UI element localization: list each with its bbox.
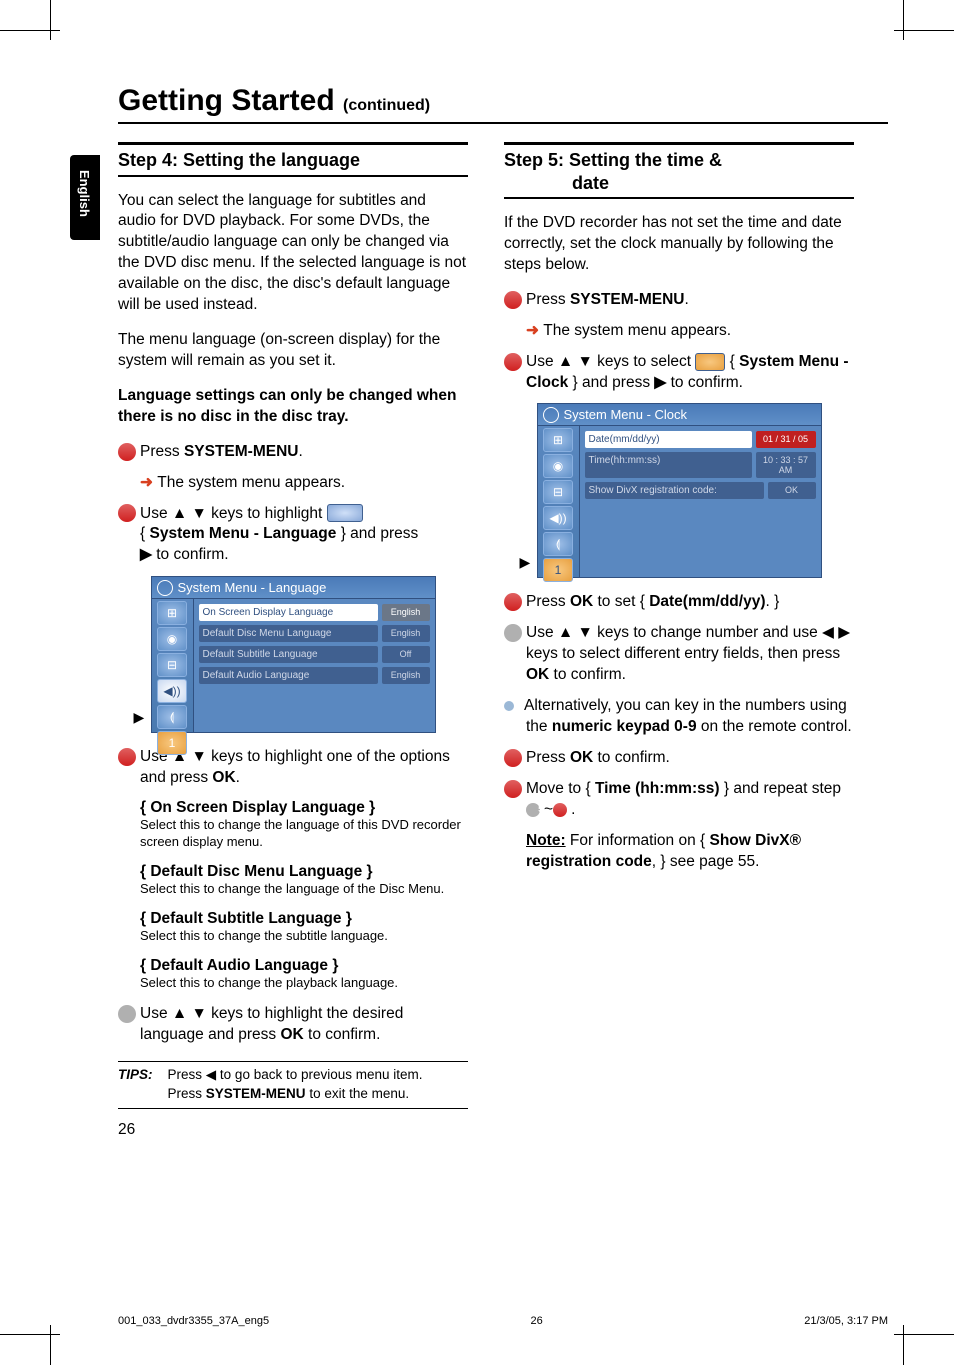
opt1-desc: Select this to change the language of th… [140, 817, 468, 851]
speaker-icon [327, 504, 363, 522]
icon-r3: ⊟ [543, 480, 573, 504]
clock-row-2: Show DivX registration code: OK [585, 482, 816, 499]
page-title: Getting Started (continued) [118, 84, 888, 124]
opt3-desc: Select this to change the subtitle langu… [140, 928, 468, 945]
icon-3: ⊟ [157, 653, 187, 677]
icon-2: ◉ [157, 627, 187, 651]
menu-row-0: On Screen Display Language English [199, 604, 430, 621]
bullet-icon [504, 701, 514, 711]
step4-heading: Step 4: Setting the language [118, 142, 468, 177]
num-2-icon: 2 [118, 504, 136, 522]
footer-right: 21/3/05, 3:17 PM [804, 1315, 888, 1327]
opt3-heading: { Default Subtitle Language } [140, 910, 468, 928]
clock-tab-icon [695, 353, 725, 371]
icon-r5: ⟬ [543, 532, 573, 556]
clock-row-0: Date(mm/dd/yy) 01 / 31 / 05 [585, 431, 816, 448]
icon-r6-selected: 1 [543, 558, 573, 582]
step4-intro3: Language settings can only be changed wh… [118, 386, 468, 428]
icon-1: ⊞ [157, 601, 187, 625]
num-6-icon-r: 6 [504, 780, 522, 798]
step5-heading: Step 5: Setting the time & date [504, 142, 854, 199]
step5-note: Note: For information on { Show DivX® re… [526, 831, 854, 873]
footer: 001_033_dvdr3355_37A_eng5 26 21/3/05, 3:… [118, 1315, 888, 1327]
right-column: Step 5: Setting the time & date If the D… [504, 142, 854, 1139]
step5-alt: Alternatively, you can key in the number… [504, 696, 854, 738]
step5-intro: If the DVD recorder has not set the time… [504, 213, 854, 276]
icon-r4: ◀)) [543, 506, 573, 530]
title-main: Getting Started [118, 84, 335, 117]
pointer-icon: ▶ [134, 709, 145, 726]
step5-s2: 2Use ▲ ▼ keys to select { System Menu - … [504, 352, 854, 394]
language-menu-screenshot: System Menu - Language ▶ ⊞ ◉ ⊟ ◀)) ⟬ 1 O… [151, 576, 436, 733]
footer-mid: 26 [531, 1315, 543, 1327]
menu-row-1: Default Disc Menu Language English [199, 625, 430, 642]
num-5-inline: 5 [553, 803, 567, 817]
play-icon: ▶ [140, 546, 152, 563]
num-1-icon: 1 [118, 443, 136, 461]
icon-r2: ◉ [543, 454, 573, 478]
opt2-heading: { Default Disc Menu Language } [140, 863, 468, 881]
num-5-icon-r: 5 [504, 749, 522, 767]
menu-row-2: Default Subtitle Language Off [199, 646, 430, 663]
step5-s1-sub: ➜ The system menu appears. [504, 321, 854, 342]
icon-6: 1 [157, 731, 187, 755]
num-3-icon: 3 [118, 748, 136, 766]
opt4-heading: { Default Audio Language } [140, 957, 468, 975]
step5-s1: 1Press SYSTEM-MENU. [504, 290, 854, 311]
step5-s3: 3Press OK to set { Date(mm/dd/yy). } [504, 592, 854, 613]
clock-menu-screenshot: System Menu - Clock ▶ ⊞ ◉ ⊟ ◀)) ⟬ 1 Date… [537, 403, 822, 578]
page-number: 26 [118, 1121, 468, 1139]
language-tab: English [70, 155, 100, 240]
opt2-desc: Select this to change the language of th… [140, 881, 468, 898]
arrow-icon-r: ➜ [526, 322, 543, 339]
menu-title-bar: System Menu - Language [151, 576, 436, 599]
step5-s6: 6Move to { Time (hh:mm:ss) } and repeat … [504, 779, 854, 821]
play-icon-r: ▶ [654, 374, 666, 391]
step5-s5: 5Press OK to confirm. [504, 748, 854, 769]
opt1-heading: { On Screen Display Language } [140, 799, 468, 817]
step4-intro2: The menu language (on-screen display) fo… [118, 330, 468, 372]
step5-s4: 4Use ▲ ▼ keys to change number and use ◀… [504, 623, 854, 686]
num-1-icon-r: 1 [504, 291, 522, 309]
icon-r1: ⊞ [543, 428, 573, 452]
footer-left: 001_033_dvdr3355_37A_eng5 [118, 1315, 269, 1327]
num-2-icon-r: 2 [504, 353, 522, 371]
num-4-icon: 4 [118, 1005, 136, 1023]
menu-title-bar-2: System Menu - Clock [537, 403, 822, 426]
clock-row-1: Time(hh:mm:ss) 10 : 33 : 57 AM [585, 452, 816, 478]
tips-label: TIPS: [118, 1067, 153, 1082]
icon-5: ⟬ [157, 705, 187, 729]
num-3-icon-r: 3 [504, 593, 522, 611]
arrow-icon: ➜ [140, 474, 157, 491]
language-tab-label: English [77, 170, 92, 217]
title-continued: (continued) [343, 97, 430, 114]
step4-s2: 2Use ▲ ▼ keys to highlight { System Menu… [118, 504, 468, 567]
step4-s1: 1Press SYSTEM-MENU. [118, 442, 468, 463]
step4-intro1: You can select the language for subtitle… [118, 191, 468, 317]
num-4-icon-r: 4 [504, 624, 522, 642]
step4-s1-sub: ➜ The system menu appears. [118, 473, 468, 494]
tips-box: TIPS: Press ◀ to go back to previous men… [118, 1061, 468, 1109]
opt4-desc: Select this to change the playback langu… [140, 975, 468, 992]
icon-4-selected: ◀)) [157, 679, 187, 703]
pointer-icon-2: ▶ [520, 554, 531, 571]
menu-row-3: Default Audio Language English [199, 667, 430, 684]
step4-s4: 4Use ▲ ▼ keys to highlight the desired l… [118, 1004, 468, 1046]
left-column: Step 4: Setting the language You can sel… [118, 142, 468, 1139]
